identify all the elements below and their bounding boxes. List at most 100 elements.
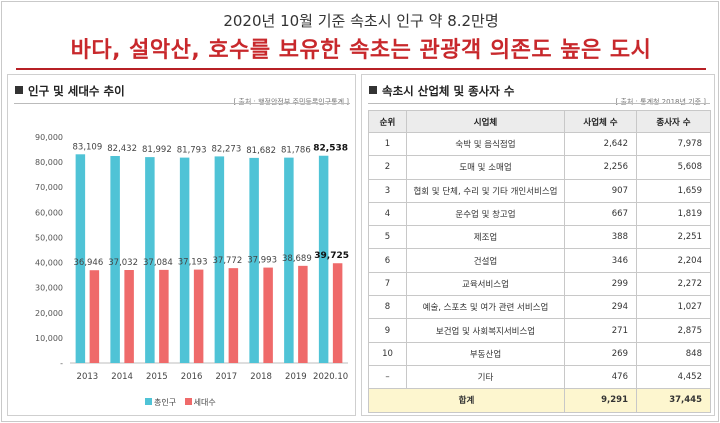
rank-cell: –: [368, 364, 407, 390]
industry-cell: 보건업 및 사회복지서비스업: [406, 318, 565, 343]
employees-cell: 1,819: [636, 201, 711, 227]
businesses-cell: 271: [564, 318, 637, 343]
header-rank: 순위: [368, 110, 407, 133]
businesses-cell: 299: [564, 271, 637, 297]
data-label-households: 36,946: [74, 258, 104, 268]
table-total-row: 합계 9,291 37,445: [368, 388, 711, 413]
total-label-cell: 합계: [368, 388, 565, 413]
header-businesses: 사업체 수: [564, 110, 637, 133]
y-tick-label: 90,000: [35, 133, 63, 142]
bar-households: [298, 265, 308, 363]
rank-cell: 3: [368, 178, 407, 203]
employees-cell: 2,272: [636, 271, 711, 297]
industry-table-panel: 속초시 산업체 및 종사자 수 [ 출처 : 통계청 2018년 기준 ] 순위…: [361, 74, 715, 416]
data-label-households: 37,772: [213, 256, 243, 266]
data-label-households: 37,084: [143, 258, 173, 268]
data-label-population: 83,109: [73, 142, 103, 152]
businesses-cell: 2,642: [564, 131, 637, 157]
x-tick-label: 2017: [216, 372, 238, 382]
rank-cell: 5: [368, 225, 407, 250]
table-row: 2 도매 및 소매업 2,256 5,608: [368, 155, 711, 180]
panel-divider: [368, 103, 710, 104]
y-tick-label: 10,000: [35, 334, 63, 343]
panel-divider: [14, 103, 350, 104]
y-tick-label: 80,000: [35, 158, 63, 167]
businesses-cell: 388: [564, 225, 637, 250]
total-businesses-cell: 9,291: [564, 388, 637, 413]
population-bar-chart: - 10,000 20,000 30,000 40,000 50,000 60,000 70,…: [35, 133, 349, 382]
businesses-cell: 907: [564, 178, 637, 203]
bar-households: [263, 267, 273, 363]
employees-cell: 7,978: [636, 131, 711, 157]
businesses-cell: 294: [564, 295, 637, 320]
data-label-households: 37,032: [108, 258, 138, 268]
x-tick-label: 2015: [146, 372, 168, 382]
industry-table-title: 속초시 산업체 및 종사자 수: [369, 83, 514, 99]
rank-cell: 1: [368, 131, 407, 157]
legend-swatch-population: [145, 398, 152, 405]
y-tick-label: -: [60, 359, 63, 368]
chart-legend: 총인구 세대수: [145, 397, 216, 408]
businesses-cell: 269: [564, 341, 637, 366]
businesses-cell: 476: [564, 364, 637, 390]
industry-table-title-text: 속초시 산업체 및 종사자 수: [382, 84, 515, 98]
bar-households: [228, 268, 239, 363]
rank-cell: 7: [368, 271, 407, 297]
data-label-households: 38,689: [282, 254, 312, 264]
y-tick-label: 40,000: [35, 259, 63, 268]
x-tick-label: 2019: [285, 372, 307, 382]
y-tick-label: 60,000: [35, 208, 63, 217]
table-row: 8 예술, 스포츠 및 여가 관련 서비스업 294 1,027: [368, 295, 711, 320]
table-row: – 기타 476 4,452: [368, 364, 711, 390]
table-row: 3 협회 및 단체, 수리 및 기타 개인서비스업 907 1,659: [368, 178, 711, 203]
headline: 바다, 설악산, 호수를 보유한 속초는 관광객 의존도 높은 도시: [70, 38, 652, 63]
employees-cell: 1,027: [636, 295, 711, 320]
y-tick-label: 30,000: [35, 284, 63, 293]
data-label-population: 81,793: [177, 146, 207, 156]
data-label-households: 39,725: [314, 251, 349, 261]
legend-item-population: 총인구: [145, 398, 176, 407]
bar-population: [75, 154, 86, 363]
data-label-population: 81,682: [246, 146, 276, 156]
data-label-population: 81,992: [142, 145, 172, 155]
employees-cell: 2,204: [636, 248, 711, 273]
bar-population: [214, 156, 225, 363]
legend-label-households: 세대수: [193, 398, 216, 407]
header-divider: [16, 68, 706, 70]
table-row: 1 숙박 및 음식점업 2,642 7,978: [368, 131, 711, 157]
employees-cell: 848: [636, 341, 711, 366]
industry-cell: 부동산업: [406, 341, 565, 366]
rank-cell: 9: [368, 318, 407, 343]
businesses-cell: 667: [564, 201, 637, 227]
x-tick-label: 2020.10: [313, 372, 348, 382]
bar-households: [193, 269, 204, 363]
industry-table-source: [ 출처 : 통계청 2018년 기준 ]: [615, 98, 706, 106]
y-tick-label: 70,000: [35, 183, 63, 192]
industry-cell: 기타: [406, 364, 565, 390]
population-chart-title-text: 인구 및 세대수 추이: [28, 84, 125, 98]
population-chart-panel: 인구 및 세대수 추이 [ 출처 : 행정안전부 주민등록인구통계 ] - 10,…: [7, 74, 356, 416]
bar-households: [89, 270, 100, 363]
bar-population: [318, 155, 329, 363]
bar-population: [284, 157, 294, 363]
table-row: 5 제조업 388 2,251: [368, 225, 711, 250]
bar-households: [124, 270, 134, 363]
x-tick-label: 2016: [181, 372, 203, 382]
header-employees: 종사자 수: [636, 110, 711, 133]
header-industry: 시업체: [406, 110, 565, 133]
bar-population: [145, 157, 155, 363]
data-label-population: 82,538: [313, 144, 348, 154]
data-label-households: 37,193: [178, 258, 208, 268]
y-tick-label: 20,000: [35, 309, 63, 318]
x-tick-label: 2018: [250, 372, 272, 382]
legend-swatch-households: [184, 398, 192, 405]
data-label-population: 82,432: [107, 144, 137, 154]
industry-table: 순위 시업체 사업체 수 종사자 수 1 숙박 및 음식점업 2,642 7,978 2…: [368, 110, 711, 413]
x-tick-label: 2013: [77, 372, 99, 382]
data-label-population: 81,786: [281, 146, 311, 156]
table-header-row: 순위 시업체 사업체 수 종사자 수: [368, 110, 711, 133]
square-bullet-icon: [15, 86, 23, 94]
rank-cell: 10: [368, 341, 407, 366]
employees-cell: 1,659: [636, 178, 711, 203]
table-body: 1 숙박 및 음식점업 2,642 7,978 2 도매 및 소매업 2,256 5,608 3…: [368, 131, 711, 413]
